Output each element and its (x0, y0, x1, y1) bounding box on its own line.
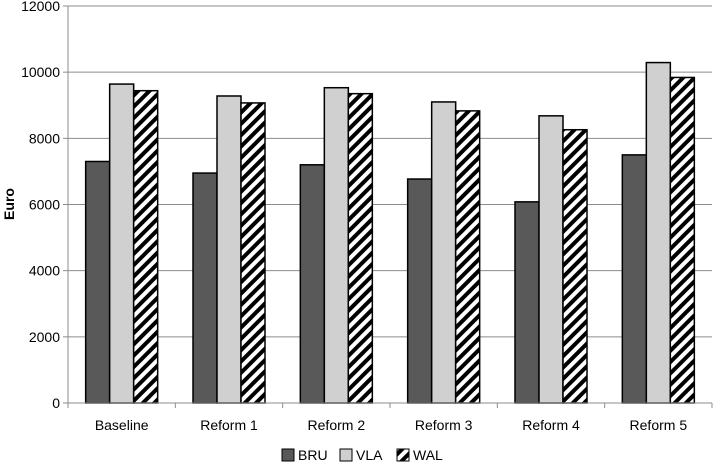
bars (84, 61, 696, 404)
bar-wal-reform-2 (347, 92, 374, 404)
legend-label-wal: WAL (413, 447, 443, 463)
x-tick-label: Reform 2 (308, 417, 366, 433)
bar-bru-reform-2 (299, 164, 326, 404)
y-tick-label: 12000 (21, 0, 60, 14)
bar-bru-reform-3 (406, 178, 433, 404)
bar-wal-reform-5 (669, 76, 696, 404)
bar-vla-reform-2 (323, 86, 350, 404)
bar-wal-reform-1 (240, 102, 266, 404)
bar-bru-baseline (84, 160, 111, 404)
legend: BRU VLA WAL (281, 447, 443, 463)
legend-swatch-bru (281, 448, 295, 462)
y-tick-label: 10000 (21, 64, 60, 80)
axes (67, 6, 713, 408)
x-tick-label: Reform 4 (522, 417, 580, 433)
bar-vla-reform-3 (430, 101, 457, 404)
legend-swatch-wal (396, 448, 410, 462)
legend-label-bru: BRU (298, 447, 328, 463)
y-tick-label: 8000 (29, 130, 60, 146)
x-tick-label: Reform 1 (200, 417, 258, 433)
legend-swatch-vla (339, 448, 353, 462)
x-tick-label: Reform 5 (630, 417, 688, 433)
y-tick-label: 0 (52, 395, 60, 411)
x-tick-label: Reform 3 (415, 417, 473, 433)
legend-label-vla: VLA (356, 447, 383, 463)
bar-vla-reform-5 (645, 61, 672, 404)
y-axis-ticks: 0 2000 4000 6000 8000 10000 12000 (21, 0, 68, 411)
y-axis-label: Euro (1, 188, 17, 220)
y-tick-label: 2000 (29, 329, 60, 345)
x-axis-ticks: Baseline Reform 1 Reform 2 Reform 3 Reform 4… (67, 403, 688, 433)
gridlines (68, 5, 712, 404)
bar-wal-baseline (132, 89, 159, 404)
y-tick-label: 6000 (29, 197, 60, 213)
bar-vla-reform-1 (216, 95, 242, 404)
y-tick-label: 4000 (29, 263, 60, 279)
x-tick-label: Baseline (95, 417, 149, 433)
bar-bru-reform-5 (621, 154, 648, 404)
bar-wal-reform-3 (454, 110, 481, 404)
bar-bru-reform-4 (514, 201, 540, 404)
bar-vla-reform-4 (538, 115, 564, 404)
bar-vla-baseline (108, 83, 135, 404)
bar-bru-reform-1 (192, 172, 218, 404)
bar-wal-reform-4 (562, 128, 588, 404)
